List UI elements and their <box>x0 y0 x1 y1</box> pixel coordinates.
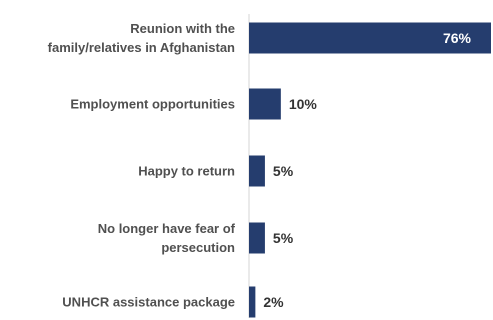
category-label-line: Happy to return <box>138 163 235 179</box>
category-label-line: Reunion with the <box>130 21 235 36</box>
bar-2 <box>249 88 281 120</box>
category-label-line: persecution <box>161 240 235 255</box>
value-label-1: 76% <box>442 30 471 46</box>
value-label-3: 5% <box>272 163 294 179</box>
bar-3 <box>249 155 265 187</box>
value-label-5: 2% <box>263 294 284 310</box>
value-label-2: 10% <box>288 96 317 112</box>
category-label-5: UNHCR assistance package <box>10 293 235 312</box>
value-label-4: 5% <box>272 230 294 246</box>
category-label-line: UNHCR assistance package <box>62 294 235 310</box>
category-label-2: Employment opportunities <box>10 95 235 114</box>
category-label-line: Employment opportunities <box>70 96 235 112</box>
category-label-3: Happy to return <box>10 162 235 181</box>
bar-1 <box>249 22 491 54</box>
category-label-line: No longer have fear of <box>97 221 235 236</box>
category-label-1: Reunion with the family/relatives in Afgh… <box>10 19 235 57</box>
category-label-4: No longer have fear of persecution <box>10 219 235 257</box>
bar-4 <box>249 222 265 254</box>
bar-5 <box>249 286 256 318</box>
category-label-line: family/relatives in Afghanistan <box>47 40 235 55</box>
